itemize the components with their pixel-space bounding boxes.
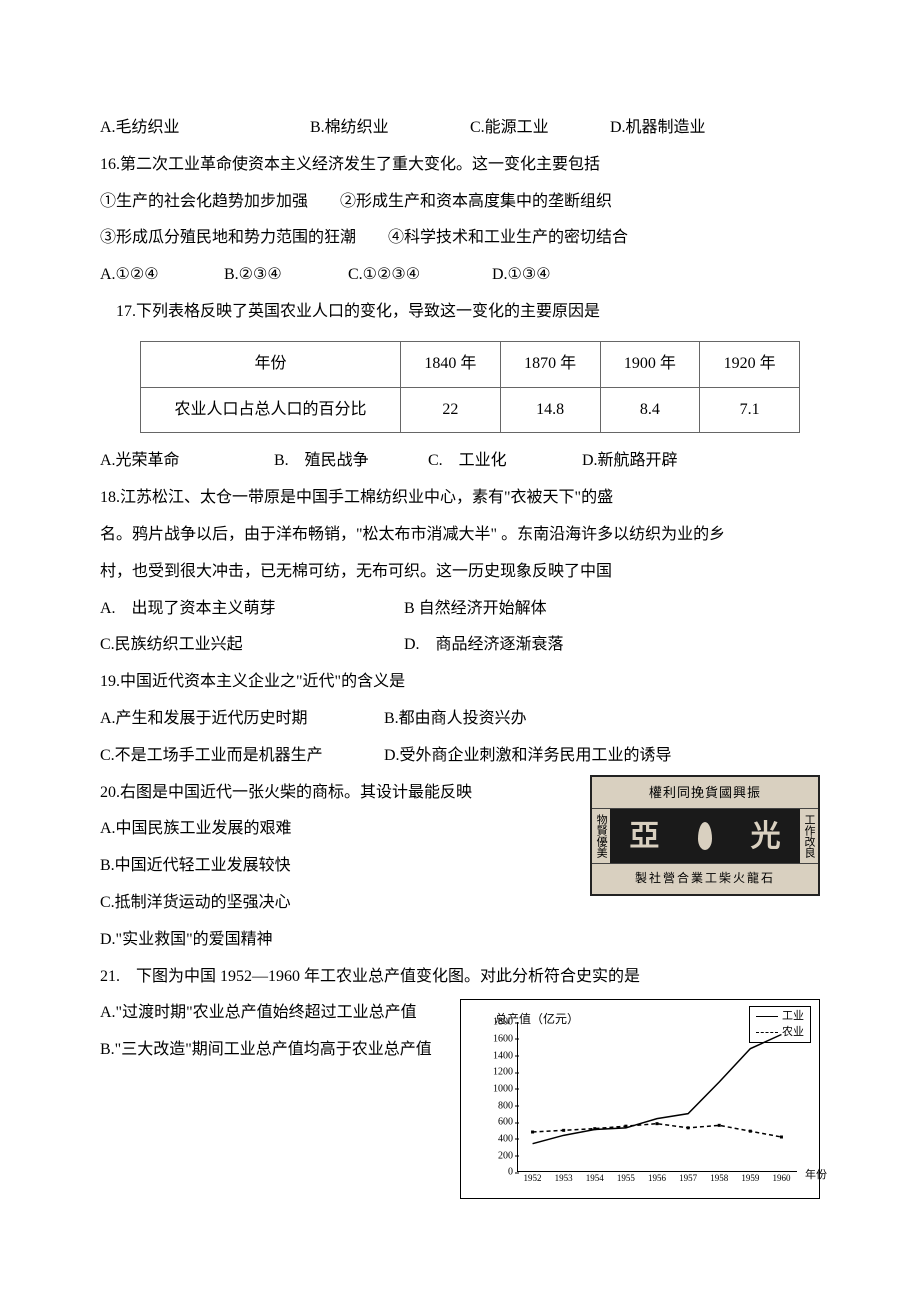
q18-opts2: C.民族纺织工业兴起 D. 商品经济逐渐衰落 bbox=[100, 627, 820, 664]
ytick: 1800 bbox=[481, 1011, 513, 1034]
th-year: 年份 bbox=[141, 341, 401, 387]
stamp-right: 工作改良 bbox=[800, 809, 818, 863]
q19-d: D.受外商企业刺激和洋务民用工业的诱导 bbox=[384, 738, 672, 775]
q20-d: D."实业救国"的爱国精神 bbox=[100, 922, 820, 959]
q18-b: B 自然经济开始解体 bbox=[404, 591, 547, 628]
v-1840: 22 bbox=[401, 387, 501, 433]
q18-c: C.民族纺织工业兴起 bbox=[100, 627, 400, 664]
xtick: 1960 bbox=[772, 1168, 790, 1189]
q18-a: A. 出现了资本主义萌芽 bbox=[100, 591, 400, 628]
q21-block: 总产值（亿元） 工业 农业 年份 02004006008001000120014… bbox=[100, 995, 820, 1069]
q19-a: A.产生和发展于近代历史时期 bbox=[100, 701, 380, 738]
th-1840: 1840 年 bbox=[401, 341, 501, 387]
q16-sub1: ①生产的社会化趋势加步加强 ②形成生产和资本高度集中的垄断组织 bbox=[100, 184, 820, 221]
q15-a: A.毛纺织业 bbox=[100, 110, 310, 147]
q16-stem: 16.第二次工业革命使资本主义经济发生了重大变化。这一变化主要包括 bbox=[100, 147, 820, 184]
q19-opts2: C.不是工场手工业而是机器生产 D.受外商企业刺激和洋务民用工业的诱导 bbox=[100, 738, 820, 775]
xtick: 1954 bbox=[586, 1168, 604, 1189]
q21-stem: 21. 下图为中国 1952—1960 年工农业总产值变化图。对此分析符合史实的… bbox=[100, 959, 820, 996]
xtick: 1957 bbox=[679, 1168, 697, 1189]
stamp-mid-r: 光 bbox=[751, 802, 781, 871]
q17-table: 年份 1840 年 1870 年 1900 年 1920 年 农业人口占总人口的… bbox=[140, 341, 800, 434]
xtick: 1953 bbox=[555, 1168, 573, 1189]
q18-l3: 村，也受到很大冲击，已无棉可纺，无布可织。这一历史现象反映了中国 bbox=[100, 554, 820, 591]
q17-options: A.光荣革命 B. 殖民战争 C. 工业化 D.新航路开辟 bbox=[100, 443, 820, 480]
stamp-center: 亞 光 bbox=[610, 809, 800, 863]
q16-options: A.①②④ B.②③④ C.①②③④ D.①③④ bbox=[100, 257, 820, 294]
q16-sub2: ③形成瓜分殖民地和势力范围的狂潮 ④科学技术和工业生产的密切结合 bbox=[100, 220, 820, 257]
legend-solid-icon bbox=[756, 1016, 778, 1017]
q15-b: B.棉纺织业 bbox=[310, 110, 470, 147]
q18-opts1: A. 出现了资本主义萌芽 B 自然经济开始解体 bbox=[100, 591, 820, 628]
th-1870: 1870 年 bbox=[500, 341, 600, 387]
v-1900: 8.4 bbox=[600, 387, 700, 433]
v-1870: 14.8 bbox=[500, 387, 600, 433]
q19-opts1: A.产生和发展于近代历史时期 B.都由商人投资兴办 bbox=[100, 701, 820, 738]
stamp-left: 物賢優美 bbox=[592, 809, 610, 863]
q18-d: D. 商品经济逐渐衰落 bbox=[404, 627, 564, 664]
q16-d: D.①③④ bbox=[492, 257, 551, 294]
q16-b: B.②③④ bbox=[224, 257, 344, 294]
xtick: 1959 bbox=[741, 1168, 759, 1189]
q17-c: C. 工业化 bbox=[428, 443, 578, 480]
q17-a: A.光荣革命 bbox=[100, 443, 270, 480]
x-label: 年份 bbox=[805, 1163, 827, 1188]
xtick: 1958 bbox=[710, 1168, 728, 1189]
q15-options: A.毛纺织业 B.棉纺织业 C.能源工业 D.机器制造业 bbox=[100, 110, 820, 147]
xtick: 1952 bbox=[524, 1168, 542, 1189]
q19-b: B.都由商人投资兴办 bbox=[384, 701, 527, 738]
flame-icon bbox=[698, 822, 712, 850]
th-1900: 1900 年 bbox=[600, 341, 700, 387]
q18-l1: 18.江苏松江、太仓一带原是中国手工棉纺织业中心，素有"衣被天下"的盛 bbox=[100, 480, 820, 517]
stamp-mid-l: 亞 bbox=[629, 802, 659, 871]
q21-chart: 总产值（亿元） 工业 农业 年份 02004006008001000120014… bbox=[460, 999, 820, 1199]
stamp-image: 權利同挽貨國興振 物賢優美 亞 光 工作改良 製社營合業工柴火龍石 bbox=[590, 775, 820, 896]
q20-block: 權利同挽貨國興振 物賢優美 亞 光 工作改良 製社營合業工柴火龍石 20.右图是… bbox=[100, 775, 820, 959]
xtick: 1956 bbox=[648, 1168, 666, 1189]
th-1920: 1920 年 bbox=[700, 341, 800, 387]
q16-c: C.①②③④ bbox=[348, 257, 488, 294]
q19-stem: 19.中国近代资本主义企业之"近代"的含义是 bbox=[100, 664, 820, 701]
q19-c: C.不是工场手工业而是机器生产 bbox=[100, 738, 380, 775]
row-label: 农业人口占总人口的百分比 bbox=[141, 387, 401, 433]
q18-l2: 名。鸦片战争以后，由于洋布畅销，"松太布市消减大半" 。东南沿海许多以纺织为业的… bbox=[100, 517, 820, 554]
q15-d: D.机器制造业 bbox=[610, 110, 820, 147]
stamp-top: 權利同挽貨國興振 bbox=[592, 777, 818, 810]
legend-industry: 工业 bbox=[782, 1010, 804, 1022]
q15-c: C.能源工业 bbox=[470, 110, 610, 147]
chart-lines bbox=[517, 1022, 797, 1172]
q17-stem: 17.下列表格反映了英国农业人口的变化，导致这一变化的主要原因是 bbox=[100, 294, 820, 331]
q16-a: A.①②④ bbox=[100, 257, 220, 294]
xtick: 1955 bbox=[617, 1168, 635, 1189]
q17-d: D.新航路开辟 bbox=[582, 443, 678, 480]
v-1920: 7.1 bbox=[700, 387, 800, 433]
plot-area: 年份 0200400600800100012001400160018001952… bbox=[517, 1022, 797, 1172]
stamp-bottom: 製社營合業工柴火龍石 bbox=[592, 863, 818, 894]
q17-b: B. 殖民战争 bbox=[274, 443, 424, 480]
